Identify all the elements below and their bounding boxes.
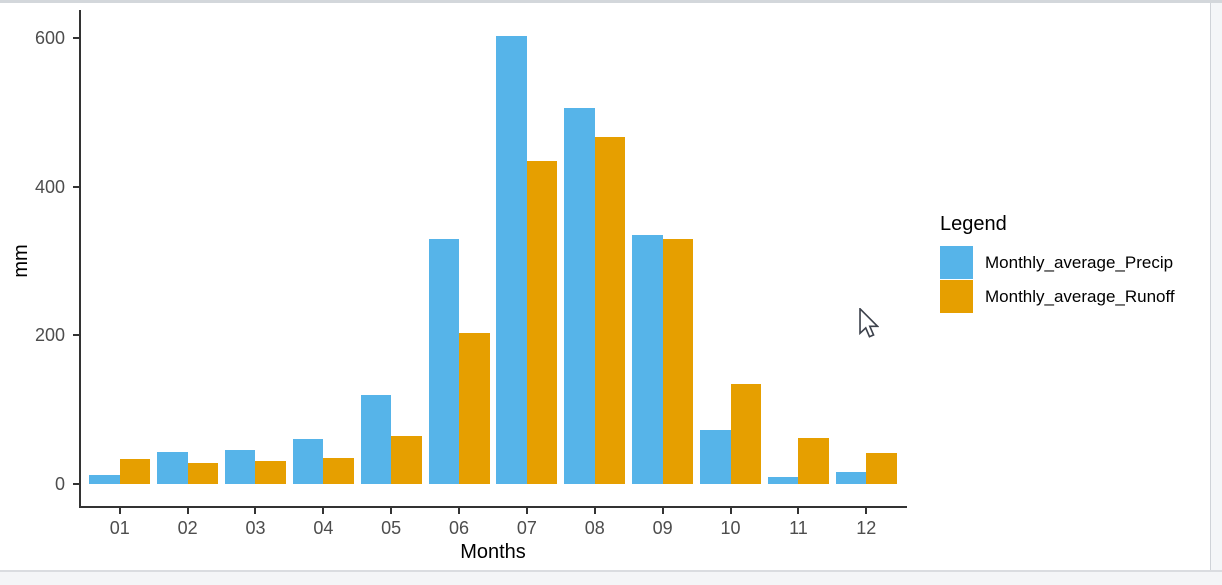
legend-swatch-runoff — [940, 280, 973, 313]
plot-pane: 0 200 400 600 01 02 03 04 05 06 07 08 09 10 11 12 Month… — [0, 3, 1210, 570]
x-axis-tick — [390, 508, 393, 514]
x-axis-tick — [525, 508, 528, 514]
bar-monthly_average_runoff-month-04 — [323, 457, 354, 484]
bar-monthly_average_precip-month-10 — [700, 430, 731, 484]
bar-monthly_average_runoff-month-05 — [391, 435, 422, 484]
bar-monthly_average_runoff-month-11 — [798, 437, 829, 484]
legend-entry-runoff: Monthly_average_Runoff — [940, 280, 1175, 313]
x-axis-tick — [593, 508, 596, 514]
x-axis-tick — [322, 508, 325, 514]
legend-label-runoff: Monthly_average_Runoff — [985, 286, 1175, 306]
chart-panel: 0 200 400 600 01 02 03 04 05 06 07 08 09 10 11 12 — [0, 3, 1210, 570]
y-axis-title: mm — [10, 244, 32, 278]
legend-swatch-precip — [940, 246, 973, 279]
y-tick-label: 0 — [54, 474, 65, 494]
bar-monthly_average_runoff-month-03 — [255, 460, 286, 484]
bar-monthly_average_runoff-month-12 — [866, 452, 897, 484]
legend-title: Legend — [940, 213, 1007, 235]
bar-monthly_average_precip-month-05 — [360, 394, 392, 484]
y-axis-tick — [73, 483, 79, 485]
pane-bottom-gutter — [0, 570, 1222, 585]
bar-monthly_average_precip-month-11 — [767, 477, 799, 484]
x-tick-label: 11 — [789, 518, 808, 538]
y-tick-label: 200 — [34, 325, 65, 346]
x-axis-line — [79, 506, 907, 508]
bar-monthly_average_precip-month-08 — [564, 107, 595, 484]
x-tick-label: 10 — [720, 518, 741, 538]
bar-monthly_average_runoff-month-09 — [662, 238, 694, 484]
bar-monthly_average_runoff-month-10 — [730, 383, 762, 484]
x-tick-label: 02 — [177, 518, 198, 538]
y-tick-label: 400 — [34, 176, 65, 197]
y-axis-line — [79, 10, 81, 506]
x-axis-tick — [661, 508, 664, 514]
x-tick-label: 03 — [245, 518, 266, 538]
mouse-cursor-icon — [859, 308, 879, 338]
x-tick-label: 08 — [584, 518, 605, 538]
x-tick-label: 05 — [381, 518, 402, 538]
x-axis-tick — [458, 508, 461, 514]
x-tick-label: 04 — [313, 518, 334, 538]
x-axis-tick — [186, 508, 189, 514]
bar-monthly_average_precip-month-02 — [157, 452, 188, 484]
bar-monthly_average_precip-month-01 — [89, 475, 120, 484]
legend: Legend Monthly_average_Precip Monthly_av… — [940, 213, 1175, 314]
legend-entry-precip: Monthly_average_Precip — [940, 246, 1173, 279]
y-axis-tick — [73, 185, 79, 188]
y-axis-tick — [73, 37, 79, 39]
x-axis-tick — [254, 508, 257, 514]
pane-top-border — [0, 0, 1222, 3]
x-axis-tick — [865, 508, 868, 514]
x-axis-title: Months — [460, 541, 526, 563]
legend-label-precip: Monthly_average_Precip — [985, 252, 1174, 272]
bar-monthly_average_runoff-month-07 — [526, 160, 558, 484]
bar-monthly_average_precip-month-03 — [224, 449, 256, 484]
x-tick-label: 07 — [516, 518, 537, 538]
bar-monthly_average_precip-month-12 — [835, 472, 867, 484]
bar-monthly_average_runoff-month-06 — [459, 333, 490, 484]
x-axis-tick — [729, 508, 732, 514]
x-tick-label: 09 — [652, 518, 673, 538]
y-axis-tick — [73, 334, 79, 337]
bar-monthly_average_runoff-month-01 — [119, 458, 151, 484]
pane-right-gutter — [1210, 3, 1222, 571]
bar-monthly_average_runoff-month-08 — [594, 136, 626, 484]
bar-monthly_average_precip-month-04 — [292, 439, 324, 484]
bar-monthly_average_precip-month-09 — [632, 234, 663, 484]
bar-monthly_average_precip-month-07 — [496, 35, 527, 484]
x-axis-tick — [797, 508, 800, 514]
bar-monthly_average_runoff-month-02 — [187, 463, 219, 484]
x-tick-label: 01 — [109, 518, 130, 538]
y-tick-label: 600 — [34, 28, 65, 48]
bar-monthly_average_precip-month-06 — [428, 239, 460, 484]
x-tick-label: 06 — [449, 518, 470, 538]
x-axis-tick — [118, 508, 121, 514]
x-tick-label: 12 — [856, 518, 877, 538]
